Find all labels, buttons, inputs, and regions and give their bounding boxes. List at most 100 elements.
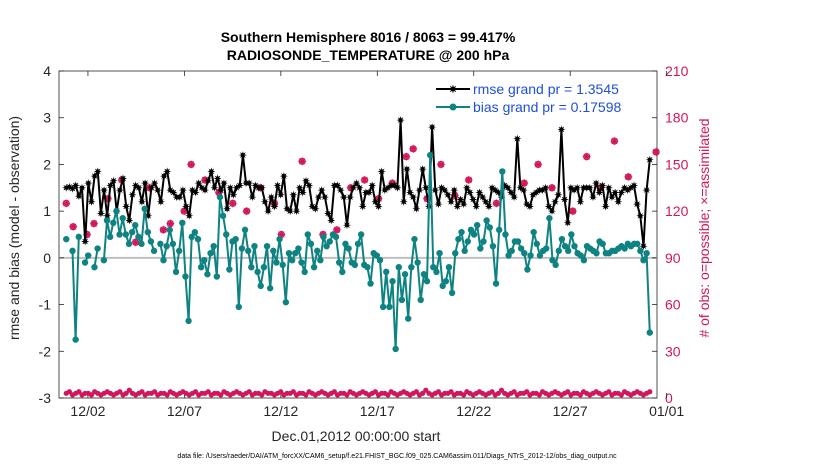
rmse-point xyxy=(636,211,645,220)
obs-assimilated-marker xyxy=(519,178,529,188)
bias-point xyxy=(452,249,459,257)
bias-point xyxy=(169,240,177,248)
rmse-point xyxy=(207,167,216,176)
rmse-point xyxy=(554,190,563,199)
rmse-point xyxy=(589,193,597,202)
bias-point xyxy=(285,249,293,257)
rmse-point xyxy=(279,172,288,181)
rmse-point xyxy=(440,186,449,195)
bias-point xyxy=(84,252,92,259)
obs-assimilated-marker xyxy=(408,144,418,154)
obs-assimilated-marker xyxy=(436,159,446,169)
y-right-tick-label: 30 xyxy=(665,343,681,359)
rmse-point xyxy=(248,193,257,202)
rmse-point xyxy=(478,193,487,202)
bias-point xyxy=(364,264,371,271)
rmse-point xyxy=(402,165,411,174)
bias-point xyxy=(81,259,89,266)
rmse-point xyxy=(226,183,235,192)
bias-point xyxy=(248,264,255,271)
bias-point xyxy=(175,247,183,255)
bias-point xyxy=(332,233,340,241)
bias-point xyxy=(392,345,399,353)
rmse-point xyxy=(604,183,613,192)
rmse-point xyxy=(93,167,102,176)
y-right-tick-label: 120 xyxy=(665,203,689,219)
bias-point xyxy=(270,247,277,255)
rmse-point xyxy=(311,204,320,213)
bias-point xyxy=(530,228,537,236)
rmse-point xyxy=(595,188,604,197)
rmse-point xyxy=(447,197,455,206)
obs-assimilated-marker xyxy=(297,156,307,166)
x-tick-label: 12/27 xyxy=(553,403,588,419)
y-axis-label-right: # of obs: o=possible; ×=assimilated xyxy=(696,118,712,337)
rmse-point xyxy=(459,200,468,209)
rmse-point xyxy=(349,183,358,192)
bias-point xyxy=(232,235,239,243)
y-tick-label: 4 xyxy=(43,63,51,79)
obs-assimilated-marker xyxy=(582,152,592,162)
rmse-point xyxy=(409,193,418,202)
bias-point xyxy=(637,247,644,255)
bias-point xyxy=(219,212,227,220)
obs-assimilated-marker xyxy=(651,147,661,157)
x-tick-label: 12/22 xyxy=(456,403,491,419)
bias-point xyxy=(458,228,465,236)
bias-point xyxy=(389,278,396,285)
rmse-point xyxy=(169,188,178,197)
bias-point xyxy=(135,233,142,241)
rmse-point xyxy=(106,181,115,190)
legend-box xyxy=(430,80,651,116)
bias-point xyxy=(474,221,481,229)
bias-point xyxy=(354,240,362,248)
rmse-point xyxy=(365,188,373,197)
bias-point xyxy=(524,266,531,273)
rmse-point xyxy=(160,172,168,181)
bias-point xyxy=(357,231,365,238)
rmse-point xyxy=(81,237,90,246)
rmse-point xyxy=(548,207,556,216)
rmse-point xyxy=(421,183,430,192)
bias-point xyxy=(373,252,381,259)
bias-point xyxy=(125,240,133,248)
bias-point xyxy=(301,268,308,276)
rmse-point xyxy=(434,200,443,209)
bias-point xyxy=(464,238,472,245)
y-right-tick-label: 60 xyxy=(665,297,681,313)
rmse-point xyxy=(194,179,203,188)
bias-point xyxy=(558,235,566,243)
rmse-point xyxy=(642,186,651,195)
bias-point xyxy=(150,247,158,255)
legend-bias-label: bias grand pr = 0.17598 xyxy=(473,99,621,115)
bias-point xyxy=(401,271,409,278)
rmse-point xyxy=(507,188,515,197)
legend-rmse-star xyxy=(448,84,458,94)
bias-point xyxy=(194,235,202,243)
legend: rmse grand pr = 1.3545 bias grand pr = 0… xyxy=(430,80,651,116)
rmse-point xyxy=(396,116,405,125)
legend-rmse-label: rmse grand pr = 1.3545 xyxy=(473,81,619,97)
bias-point xyxy=(533,240,541,248)
rmse-point xyxy=(368,181,377,190)
bias-point xyxy=(260,264,268,271)
y-axis-label-left: rmse and bias (model - observation) xyxy=(6,116,22,340)
x-axis-label: Dec.01,2012 00:00:00 start xyxy=(272,428,441,444)
bias-point xyxy=(367,280,374,287)
bias-point xyxy=(342,240,349,248)
obs-assimilated-marker xyxy=(623,172,633,182)
bias-point xyxy=(345,245,352,252)
rmse-point xyxy=(415,186,424,195)
rmse-point xyxy=(229,190,238,199)
bias-point xyxy=(634,240,641,248)
rmse-point xyxy=(216,186,225,195)
bias-point xyxy=(210,242,217,250)
obs-assimilated-marker xyxy=(401,152,411,162)
rmse-point xyxy=(576,197,585,206)
bias-point xyxy=(439,282,446,290)
bias-point xyxy=(310,264,318,271)
rmse-point xyxy=(219,179,228,188)
legend-bias-marker xyxy=(449,103,457,111)
rmse-point xyxy=(585,183,594,192)
bias-point xyxy=(326,238,333,245)
